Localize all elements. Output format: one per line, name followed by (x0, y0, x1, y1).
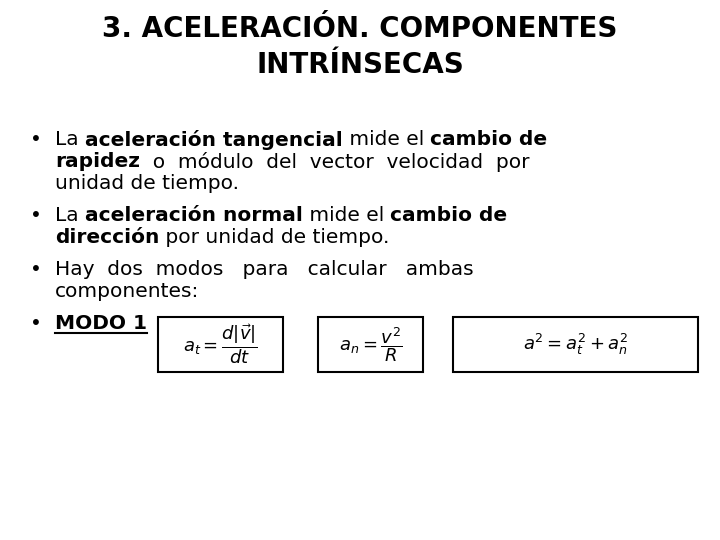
Text: 3. ACELERACIÓN. COMPONENTES
INTRÍNSECAS: 3. ACELERACIÓN. COMPONENTES INTRÍNSECAS (102, 15, 618, 79)
Text: MODO 1: MODO 1 (55, 314, 147, 333)
Text: mide el: mide el (303, 206, 390, 225)
Text: Hay  dos  modos   para   calcular   ambas: Hay dos modos para calcular ambas (55, 260, 474, 279)
Text: La: La (55, 206, 85, 225)
Text: rapidez: rapidez (55, 152, 140, 171)
Text: por unidad de tiempo.: por unidad de tiempo. (159, 228, 390, 247)
Text: unidad de tiempo.: unidad de tiempo. (55, 174, 239, 193)
Text: $a_n = \dfrac{v^{2}}{R}$: $a_n = \dfrac{v^{2}}{R}$ (338, 325, 402, 364)
Text: aceleración tangencial: aceleración tangencial (85, 130, 343, 150)
Text: mide el: mide el (343, 130, 431, 149)
Text: dirección: dirección (55, 228, 159, 247)
Text: aceleración normal: aceleración normal (85, 206, 303, 225)
Text: $a_t = \dfrac{d|\vec{v}|}{dt}$: $a_t = \dfrac{d|\vec{v}|}{dt}$ (183, 323, 258, 366)
Text: •: • (30, 260, 42, 279)
Text: •: • (30, 206, 42, 225)
Text: o  módulo  del  vector  velocidad  por: o módulo del vector velocidad por (140, 152, 529, 172)
Text: componentes:: componentes: (55, 282, 199, 301)
Text: $a^{2} = a_t^{2} + a_n^{2}$: $a^{2} = a_t^{2} + a_n^{2}$ (523, 332, 629, 357)
Bar (318, 317, 423, 372)
Text: La: La (55, 130, 85, 149)
Text: cambio de: cambio de (431, 130, 547, 149)
Bar (158, 317, 283, 372)
Bar (453, 317, 698, 372)
Text: •: • (30, 130, 42, 149)
Text: •: • (30, 314, 42, 333)
Text: cambio de: cambio de (390, 206, 508, 225)
